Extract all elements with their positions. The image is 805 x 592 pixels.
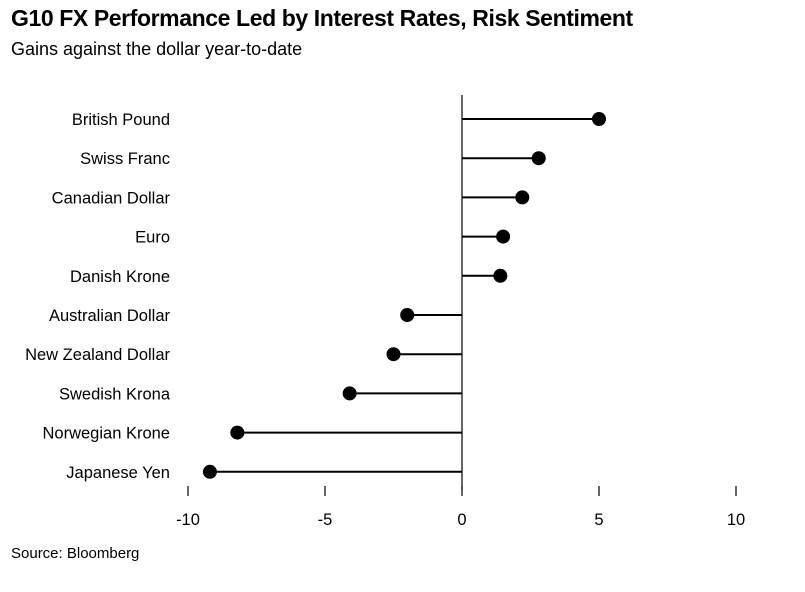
point-british-pound <box>592 112 606 126</box>
data-points <box>202 112 606 479</box>
stems <box>209 118 599 473</box>
category-label-japanese-yen: Japanese Yen <box>66 464 170 482</box>
category-label-canadian-dollar: Canadian Dollar <box>52 189 171 207</box>
chart-subtitle: Gains against the dollar year-to-date <box>11 39 303 59</box>
category-label-australian-dollar: Australian Dollar <box>49 307 171 325</box>
category-label-norwegian-krone: Norwegian Krone <box>43 425 171 443</box>
point-norwegian-krone <box>230 425 245 440</box>
x-ticks <box>187 486 737 496</box>
point-euro <box>496 229 511 244</box>
point-australian-dollar <box>400 308 415 322</box>
point-canadian-dollar <box>515 190 530 205</box>
category-label-swedish-krona: Swedish Krona <box>59 385 171 403</box>
x-tick-label-2: 0 <box>457 511 466 529</box>
category-label-swiss-franc: Swiss Franc <box>80 150 170 168</box>
x-tick-label-0: -10 <box>176 511 200 529</box>
point-danish-krone <box>493 268 508 283</box>
point-new-zealand-dollar <box>386 347 401 362</box>
category-label-danish-krone: Danish Krone <box>70 268 170 286</box>
category-label-new-zealand-dollar: New Zealand Dollar <box>25 346 170 364</box>
x-tick-labels: -10 -5 0 5 10 <box>176 511 745 529</box>
x-tick-label-1: -5 <box>318 511 333 529</box>
category-label-euro: Euro <box>135 229 170 247</box>
x-tick-label-3: 5 <box>594 511 603 529</box>
category-labels: British Pound Swiss Franc Canadian Dollar E… <box>25 111 171 482</box>
category-label-british-pound: British Pound <box>72 111 170 129</box>
x-tick-label-4: 10 <box>727 511 745 529</box>
chart-source: Source: Bloomberg <box>11 545 140 562</box>
chart-title: G10 FX Performance Led by Interest Rates… <box>11 5 633 31</box>
point-swiss-franc <box>531 151 546 166</box>
point-japanese-yen <box>202 464 217 479</box>
point-swedish-krona <box>342 386 357 401</box>
